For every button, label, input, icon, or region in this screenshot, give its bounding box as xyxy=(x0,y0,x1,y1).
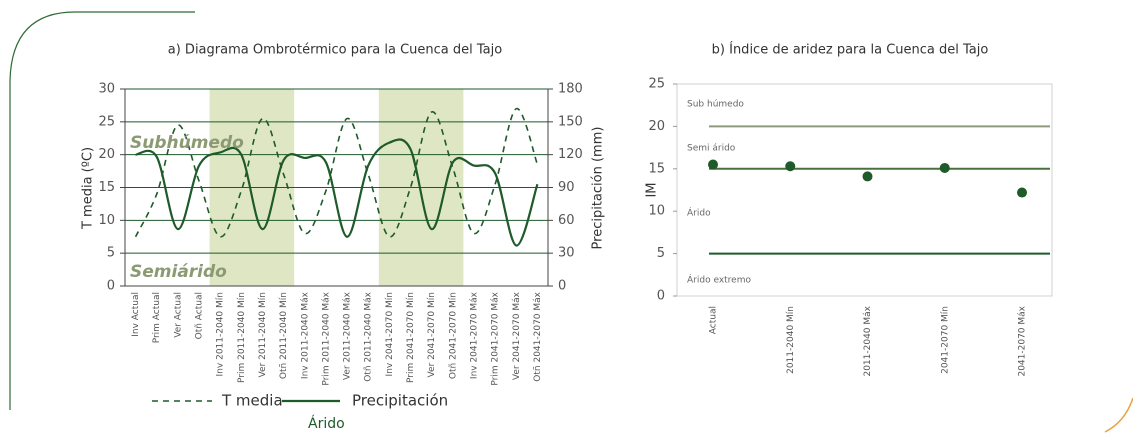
x-tick-label: 2041-2070 Mín xyxy=(940,306,950,374)
y-tick-label: 10 xyxy=(648,204,665,219)
data-point xyxy=(785,161,796,172)
x-tick-label: Inv 2011-2040 Máx xyxy=(300,291,310,379)
y-tick-label: 0 xyxy=(657,289,665,304)
legend-label: T media xyxy=(221,392,283,410)
x-tick-label: Inv Actual xyxy=(131,292,141,337)
corner-decoration xyxy=(1104,397,1133,433)
y2-tick-label: 180 xyxy=(558,82,583,97)
x-tick-label: 2041-2070 Máx xyxy=(1018,305,1028,376)
y2-tick-label: 30 xyxy=(558,246,575,261)
x-tick-label: Prim 2041-2070 Mín xyxy=(406,292,416,383)
data-point xyxy=(708,159,718,170)
x-tick-label: Ver 2011-2040 Mín xyxy=(258,292,268,377)
x-tick-label: Actual xyxy=(709,306,719,334)
x-tick-label: Ver 2011-2040 Máx xyxy=(343,291,353,380)
y2-tick-label: 0 xyxy=(558,279,566,294)
zone-label: Árido xyxy=(687,207,711,219)
x-tick-label: Otñ Actual xyxy=(195,292,205,339)
series-line xyxy=(134,107,539,238)
zone-label: Sub húmedo xyxy=(687,100,744,110)
y-tick-label: 15 xyxy=(648,161,665,176)
x-tick-label: Ver 2041-2070 Máx xyxy=(512,291,522,380)
chart-title: a) Diagrama Ombrotérmico para la Cuenca … xyxy=(168,43,502,58)
x-tick-label: Otñ 2011-2040 Mín xyxy=(279,292,289,379)
x-tick-label: Inv 2011-2040 Mín xyxy=(216,292,226,376)
y-tick-label: 5 xyxy=(657,246,665,261)
y-tick-label: 20 xyxy=(648,119,665,134)
data-point xyxy=(939,162,950,173)
x-tick-label: Prim 2041-2070 Máx xyxy=(491,291,501,385)
y-tick-label: 0 xyxy=(107,279,115,294)
zone-label: Árido extremo xyxy=(687,274,751,286)
y-axis-label: IM xyxy=(645,182,660,197)
y-tick-label: 5 xyxy=(107,246,115,261)
y2-tick-label: 120 xyxy=(558,147,583,162)
data-point xyxy=(862,171,873,182)
x-tick-label: Prim 2011-2040 Máx xyxy=(321,291,331,385)
y-tick-label: 25 xyxy=(98,114,115,129)
series-line xyxy=(135,138,539,247)
annotation: Árido xyxy=(308,415,345,432)
y-tick-label: 20 xyxy=(98,147,115,162)
plot-frame xyxy=(676,83,1053,297)
x-tick-label: Inv 2041-2070 Mín xyxy=(385,292,395,376)
y-tick-label: 10 xyxy=(98,213,115,228)
x-tick-label: Otñ 2041-2070 Mín xyxy=(448,292,458,379)
legend-label: Precipitación xyxy=(352,392,448,410)
data-point xyxy=(1017,187,1027,198)
x-tick-label: 2011-2040 Mín xyxy=(786,306,796,374)
y2-tick-label: 90 xyxy=(558,180,575,195)
y2-tick-label: 150 xyxy=(558,114,583,129)
x-tick-label: Ver Actual xyxy=(173,292,183,338)
annotation: Subhúmedo xyxy=(130,133,244,153)
annotation: Semiárido xyxy=(130,262,227,282)
zone-label: Semi árido xyxy=(687,144,736,154)
x-tick-label: Otñ 2011-2040 Máx xyxy=(364,291,374,381)
x-tick-label: 2011-2040 Máx xyxy=(863,305,873,376)
y-axis-label: T media (ºC) xyxy=(81,147,96,230)
frame-decoration xyxy=(9,11,195,410)
x-tick-label: Prim Actual xyxy=(152,292,162,343)
x-tick-label: Otñ 2041-2070 Máx xyxy=(533,291,543,381)
y-tick-label: 30 xyxy=(98,82,115,97)
y2-axis-label: Precipitación (mm) xyxy=(591,127,606,250)
x-tick-label: Ver 2041-2070 Mín xyxy=(427,292,437,377)
chart-title: b) Índice de aridez para la Cuenca del T… xyxy=(712,42,989,58)
x-tick-label: Prim 2011-2040 Mín xyxy=(237,292,247,383)
x-tick-label: Inv 2041-2070 Máx xyxy=(469,291,479,379)
y-tick-label: 25 xyxy=(648,77,665,92)
y2-tick-label: 60 xyxy=(558,213,575,228)
y-tick-label: 15 xyxy=(98,180,115,195)
